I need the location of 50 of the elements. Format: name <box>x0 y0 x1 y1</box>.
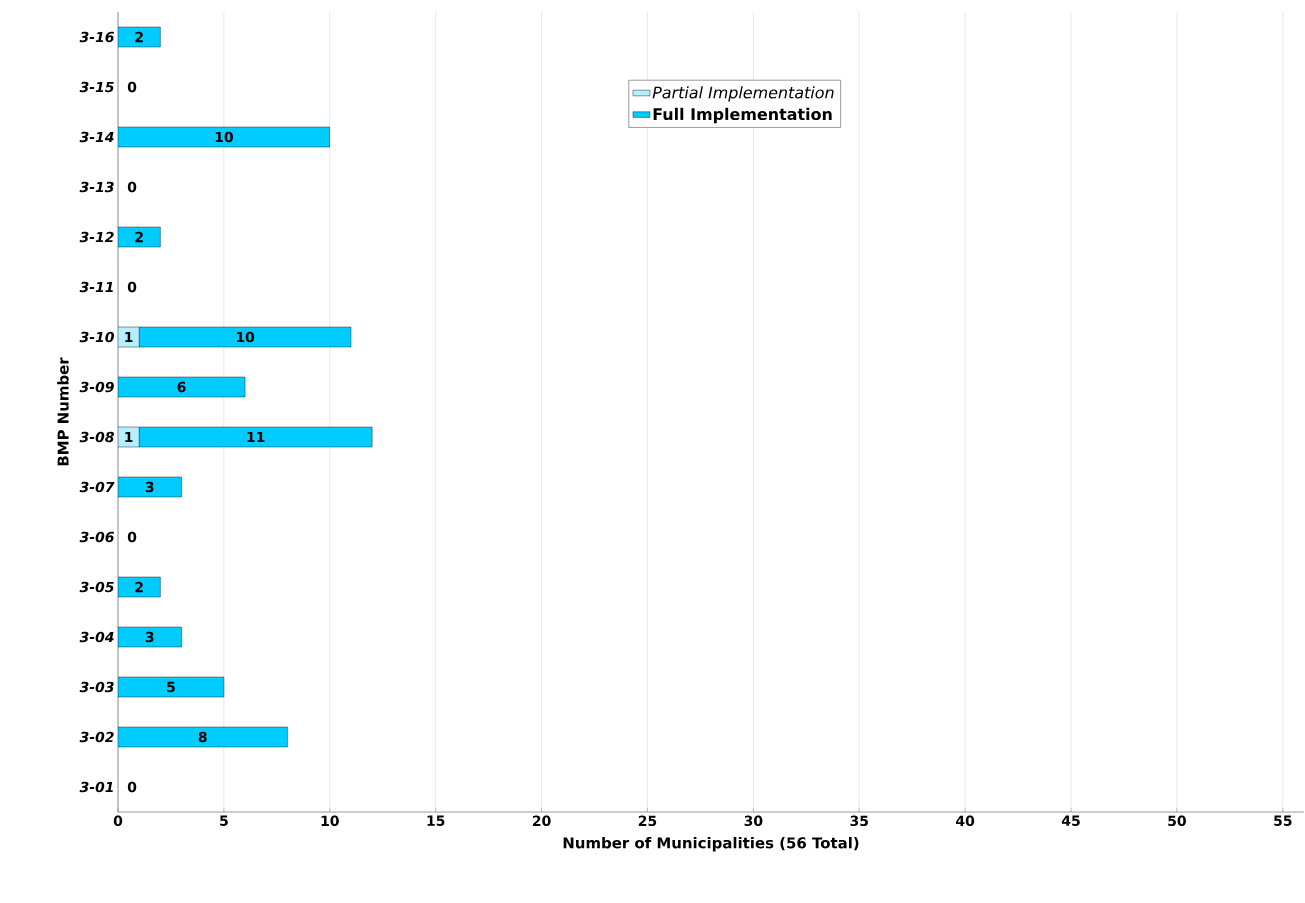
y-tick-label: 3-09 <box>79 381 114 393</box>
data-label: 3 <box>145 631 154 643</box>
data-label: 2 <box>135 231 143 243</box>
x-tick-label: 35 <box>850 815 868 827</box>
legend-label: Full Implementation <box>653 107 832 124</box>
y-tick-label: 3-14 <box>79 131 114 143</box>
data-label: 8 <box>198 731 207 743</box>
data-label: 2 <box>135 31 143 43</box>
y-tick-label: 3-01 <box>79 781 113 793</box>
legend-label: Partial Implementation <box>652 86 834 102</box>
x-tick-label: 55 <box>1274 815 1292 826</box>
y-tick-label: 3-04 <box>79 631 114 643</box>
x-tick-label: 0 <box>113 815 123 827</box>
x-tick-label: 40 <box>956 815 975 827</box>
x-tick-label: 20 <box>532 815 551 827</box>
y-tick-label: 3-15 <box>79 81 114 93</box>
y-tick-label: 3-06 <box>79 531 114 543</box>
data-label: 0 <box>127 81 137 93</box>
x-tick-label: 5 <box>220 815 228 826</box>
data-label: 6 <box>177 381 186 393</box>
x-tick-label: 50 <box>1168 815 1186 827</box>
y-tick-label: 3-08 <box>79 431 114 443</box>
data-label: 0 <box>127 781 137 793</box>
y-tick-label: 3-02 <box>79 731 114 743</box>
y-tick-label: 3-05 <box>79 581 114 593</box>
y-tick-label: 3-11 <box>79 281 113 293</box>
data-label: 1 <box>125 331 133 343</box>
data-label: 3 <box>145 481 154 493</box>
x-tick-label: 15 <box>427 815 445 826</box>
x-axis-title: Number of Municipalities (56 Total) <box>563 836 859 852</box>
data-label: 5 <box>167 681 175 693</box>
y-tick-label: 3-13 <box>79 181 114 193</box>
x-tick-label: 30 <box>744 815 763 827</box>
data-label: 10 <box>236 331 255 343</box>
y-tick-label: 3-07 <box>79 481 115 493</box>
data-label: 0 <box>127 181 137 193</box>
x-tick-label: 45 <box>1061 815 1080 826</box>
y-axis-title: BMP Number <box>57 357 69 466</box>
x-tick-label: 25 <box>638 815 657 827</box>
y-tick-label: 3-03 <box>79 681 114 693</box>
data-label: 2 <box>135 581 143 593</box>
y-tick-label: 3-12 <box>79 231 114 243</box>
y-tick-label: 3-10 <box>79 331 114 343</box>
x-tick-label: 10 <box>321 815 339 827</box>
data-label: 1 <box>125 431 133 443</box>
data-label: 10 <box>215 131 233 143</box>
data-label: 11 <box>247 431 265 443</box>
y-tick-label: 3-16 <box>79 31 114 43</box>
data-label: 0 <box>127 531 137 543</box>
data-label: 0 <box>127 281 137 293</box>
